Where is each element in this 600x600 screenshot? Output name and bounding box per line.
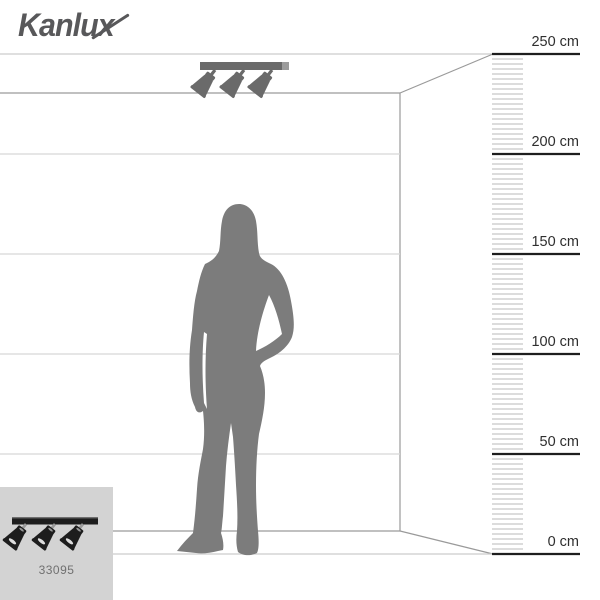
product-code: 33095: [0, 563, 113, 577]
ruler-label-150: 150 cm: [507, 232, 579, 252]
height-ruler: [492, 54, 580, 554]
ruler-label-100: 100 cm: [507, 332, 579, 352]
ruler-label-50: 50 cm: [507, 432, 579, 452]
ruler-label-200: 200 cm: [507, 132, 579, 152]
product-thumbnail-track-light: [0, 487, 113, 567]
product-inset-box: 33095: [0, 487, 113, 600]
product-scale-diagram: Kanlux: [0, 0, 600, 600]
person-silhouette: [177, 204, 294, 555]
ruler-label-0: 0 cm: [507, 532, 579, 552]
ruler-label-250: 250 cm: [507, 32, 579, 52]
